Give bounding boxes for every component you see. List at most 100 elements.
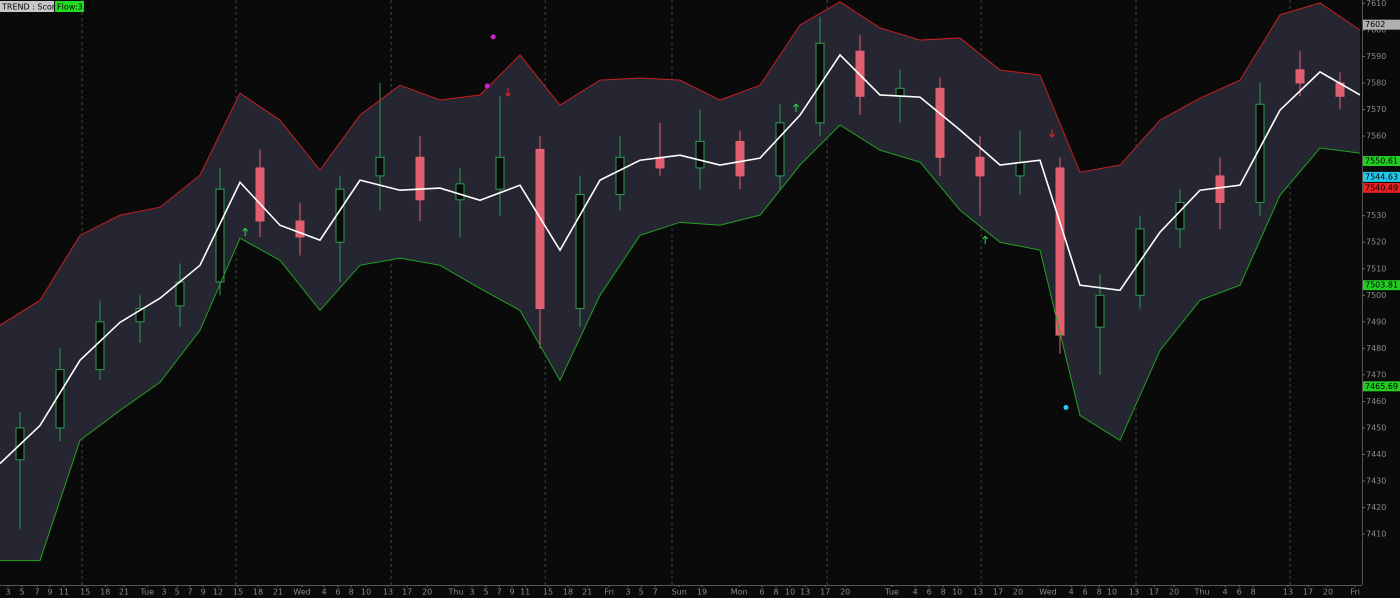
- x-tick-label: 8: [773, 588, 778, 597]
- signal-dot: [490, 34, 496, 40]
- y-tick-label: 7530: [1366, 211, 1386, 220]
- x-tick-label: 8: [941, 588, 946, 597]
- flow-label: Flow:3.4: [57, 3, 90, 12]
- signal-arrow: [793, 103, 799, 112]
- x-tick-label: 6: [759, 588, 764, 597]
- x-tick-label: 20: [422, 588, 432, 597]
- price-tag-box: [1363, 171, 1400, 182]
- x-tick-label: 21: [273, 588, 283, 597]
- x-tick-label: Tue: [139, 588, 154, 597]
- x-tick-label: 21: [582, 588, 592, 597]
- x-tick-label: 17: [1149, 588, 1159, 597]
- y-tick-label: 7490: [1366, 317, 1386, 326]
- x-tick-label: 15: [543, 588, 553, 597]
- candle-body: [1095, 294, 1105, 328]
- x-tick-label: 18: [253, 588, 263, 597]
- x-tick-label: 4: [321, 588, 326, 597]
- x-tick-label: 18: [100, 588, 110, 597]
- y-tick-label: 7480: [1366, 344, 1386, 353]
- x-tick-label: 5: [19, 588, 24, 597]
- flow-box: [55, 1, 84, 12]
- signal-arrow: [982, 235, 989, 245]
- x-tick-label: 17: [820, 588, 830, 597]
- candle-body: [735, 140, 745, 177]
- x-tick-label: 10: [785, 588, 795, 597]
- x-tick-label: 13: [973, 588, 983, 597]
- x-tick-label: 11: [520, 588, 530, 597]
- y-tick-label: 7590: [1366, 52, 1386, 61]
- candle-body: [1255, 103, 1265, 203]
- candle-body: [495, 156, 505, 190]
- x-tick-label: Thu: [1193, 588, 1209, 597]
- candle-body: [535, 148, 545, 310]
- x-tick-label: 20: [840, 588, 850, 597]
- x-tick-label: 7: [653, 588, 658, 597]
- x-tick-label: 4: [913, 588, 918, 597]
- candle-body: [935, 87, 945, 158]
- x-tick-label: 18: [563, 588, 573, 597]
- signal-dot: [1063, 405, 1069, 411]
- indicator-box: [0, 1, 54, 12]
- candle-body: [1015, 162, 1025, 177]
- upper-line: [0, 1, 1361, 326]
- y-tick-label: 7440: [1366, 450, 1386, 459]
- signal-arrow: [505, 88, 511, 97]
- candle-body: [775, 122, 785, 177]
- candle-body: [1215, 175, 1225, 203]
- x-tick-label: Fri: [1350, 588, 1360, 597]
- x-tick-label: 19: [697, 588, 707, 597]
- price-tag-box: [1363, 19, 1400, 30]
- x-tick-label: 7: [187, 588, 192, 597]
- y-tick-label: 7500: [1366, 291, 1386, 300]
- price-tag-label: 7544.63: [1365, 172, 1398, 181]
- price-tag-box: [1363, 280, 1400, 291]
- x-tick-label: 15: [80, 588, 90, 597]
- candle-body: [455, 183, 465, 201]
- candle-body: [175, 281, 185, 307]
- x-tick-label: Wed: [293, 588, 310, 597]
- x-tick-label: Mon: [731, 588, 748, 597]
- x-tick-label: 9: [509, 588, 514, 597]
- signal-arrow: [1049, 129, 1055, 138]
- candle-body: [255, 167, 265, 222]
- x-tick-label: 6: [927, 588, 932, 597]
- x-tick-label: 3: [625, 588, 630, 597]
- candle-body: [135, 308, 145, 323]
- y-tick-label: 7410: [1366, 530, 1386, 539]
- price-tag-box: [1363, 156, 1400, 167]
- y-tick-label: 7560: [1366, 132, 1386, 141]
- x-tick-label: 8: [1251, 588, 1256, 597]
- x-tick-label: 5: [639, 588, 644, 597]
- price-tag-label: 7540.49: [1365, 183, 1398, 192]
- x-tick-label: 13: [1129, 588, 1139, 597]
- candle-body: [215, 188, 225, 283]
- candle-body: [655, 156, 665, 169]
- x-tick-label: 10: [361, 588, 371, 597]
- y-tick-label: 7520: [1366, 238, 1386, 247]
- price-tag-label: 7465.69: [1365, 382, 1398, 391]
- y-tick-label: 7510: [1366, 264, 1386, 273]
- price-tag-label: 7602: [1365, 20, 1385, 29]
- price-tag-label: 7550.61: [1365, 157, 1398, 166]
- x-tick-label: 9: [47, 588, 52, 597]
- x-tick-label: 13: [383, 588, 393, 597]
- x-tick-label: Tue: [884, 588, 899, 597]
- x-tick-label: 15: [233, 588, 243, 597]
- x-tick-label: 10: [1107, 588, 1117, 597]
- candle-body: [815, 42, 825, 124]
- x-tick-label: 8: [1097, 588, 1102, 597]
- candle-body: [615, 156, 625, 195]
- candle-body: [1295, 69, 1305, 84]
- price-tag-box: [1363, 381, 1400, 392]
- candle-body: [415, 156, 425, 201]
- x-tick-label: Wed: [1039, 588, 1056, 597]
- x-tick-label: 6: [1083, 588, 1088, 597]
- y-tick-label: 7420: [1366, 503, 1386, 512]
- candle-body: [575, 193, 585, 310]
- y-tick-label: 7460: [1366, 397, 1386, 406]
- x-tick-label: 5: [483, 588, 488, 597]
- y-tick-label: 7610: [1366, 0, 1386, 8]
- x-tick-label: 6: [1237, 588, 1242, 597]
